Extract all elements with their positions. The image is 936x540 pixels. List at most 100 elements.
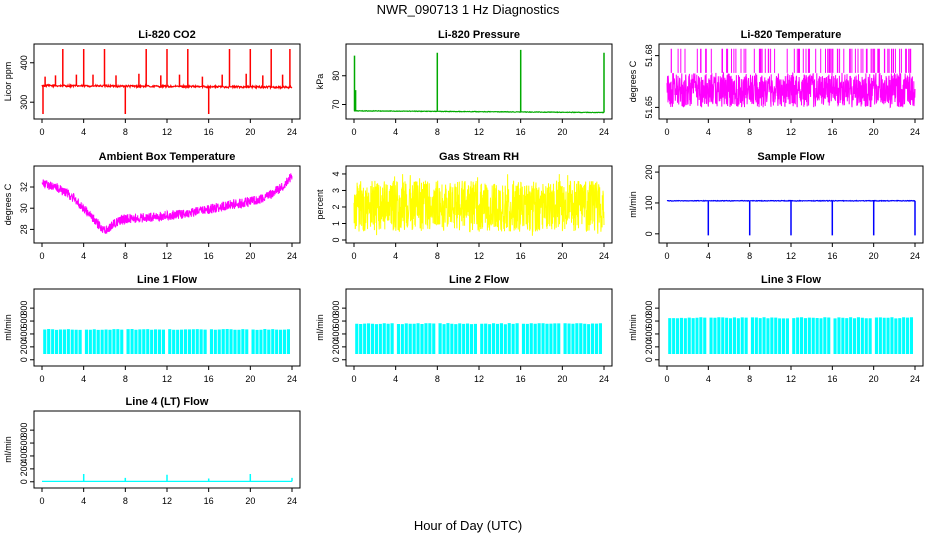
x-tick-label: 8 (747, 374, 752, 384)
panel-7: Line 1 Flow ml/min 0 4 8 12 16 20 24 0 20040060080… (3, 274, 301, 384)
y-tick-label: 200 (644, 165, 654, 180)
series (666, 48, 916, 109)
x-tick-label: 8 (435, 251, 440, 261)
x-tick-label: 20 (869, 374, 879, 384)
y-tick-label: 0 (331, 237, 341, 242)
plot-frame (345, 43, 613, 120)
y-tick-label: 200 (644, 339, 654, 354)
y-axis-label: kPa (315, 74, 325, 90)
x-tick-label: 8 (435, 374, 440, 384)
figure-xlabel: Hour of Day (UTC) (413, 518, 523, 533)
x-tick-label: 8 (747, 251, 752, 261)
y-tick-label: 0 (331, 357, 341, 362)
y-tick-label: 200 (331, 339, 341, 354)
x-tick-label: 20 (245, 496, 255, 506)
data-spikes (353, 49, 605, 113)
data-band (668, 317, 913, 354)
y-axis-label: ml/min (628, 191, 638, 218)
x-tick-label: 20 (245, 127, 255, 137)
x-tick-label: 12 (474, 127, 484, 137)
panel-title: Line 1 Flow (137, 274, 197, 286)
x-tick-label: 0 (664, 374, 669, 384)
panel-9: Line 3 Flow ml/min 0 4 8 12 16 20 24 0 20040060080… (628, 274, 924, 384)
data-spikes (707, 200, 916, 236)
y-tick-label: 51.65 (644, 96, 654, 119)
x-tick-label: 12 (786, 127, 796, 137)
y-tick-label: 400 (644, 326, 654, 341)
panel-4: Ambient Box Temperature degrees C 0 4 8 12 16 2… (3, 151, 301, 261)
panel-title: Li-820 CO2 (138, 29, 195, 41)
y-axis-label: ml/min (3, 314, 13, 341)
series (353, 174, 605, 236)
x-tick-label: 16 (204, 496, 214, 506)
panel-2: Li-820 Pressure kPa 0 4 8 12 16 20 24 70 80 (315, 29, 613, 137)
x-tick-label: 24 (910, 374, 920, 384)
y-tick-label: 300 (19, 95, 29, 110)
y-tick-label: 70 (331, 99, 341, 109)
panel-6: Sample Flow ml/min 0 4 8 12 16 20 24 0 100 200 (628, 151, 924, 261)
panel-title: Ambient Box Temperature (99, 151, 236, 163)
y-tick-label: 800 (331, 301, 341, 316)
x-tick-label: 4 (706, 127, 711, 137)
x-tick-label: 12 (474, 374, 484, 384)
x-tick-label: 24 (287, 127, 297, 137)
x-tick-label: 0 (351, 251, 356, 261)
y-tick-label: 1 (331, 221, 341, 226)
x-tick-label: 12 (786, 251, 796, 261)
series (353, 49, 605, 114)
x-tick-label: 4 (81, 127, 86, 137)
x-tick-label: 16 (827, 374, 837, 384)
x-tick-label: 20 (557, 251, 567, 261)
data-line (353, 174, 605, 236)
y-tick-label: 0 (644, 357, 654, 362)
panel-8: Line 2 Flow ml/min 0 4 8 12 16 20 24 0 20040060080… (315, 274, 613, 384)
x-tick-label: 4 (393, 374, 398, 384)
x-tick-label: 4 (81, 251, 86, 261)
x-tick-label: 20 (245, 251, 255, 261)
x-tick-label: 16 (516, 251, 526, 261)
x-tick-label: 16 (204, 127, 214, 137)
x-tick-label: 0 (39, 496, 44, 506)
data-spikes (670, 48, 912, 73)
series (668, 317, 913, 354)
x-tick-label: 0 (39, 127, 44, 137)
y-axis-label: ml/min (628, 314, 638, 341)
y-tick-label: 600 (19, 314, 29, 329)
x-tick-label: 12 (786, 374, 796, 384)
x-tick-label: 16 (827, 251, 837, 261)
x-tick-label: 24 (287, 374, 297, 384)
x-tick-label: 8 (123, 251, 128, 261)
y-tick-label: 400 (19, 448, 29, 463)
x-tick-label: 8 (747, 127, 752, 137)
y-tick-label: 4 (331, 171, 341, 176)
y-tick-label: 200 (19, 461, 29, 476)
series (43, 329, 291, 354)
panel-title: Li-820 Pressure (438, 29, 520, 41)
x-tick-label: 20 (245, 374, 255, 384)
x-tick-label: 12 (474, 251, 484, 261)
x-tick-label: 4 (81, 374, 86, 384)
x-tick-label: 20 (557, 374, 567, 384)
figure-title: NWR_090713 1 Hz Diagnostics (376, 2, 560, 17)
data-line (41, 173, 293, 234)
y-tick-label: 800 (644, 301, 654, 316)
data-line (353, 109, 605, 114)
y-axis-label: ml/min (3, 436, 13, 463)
x-tick-label: 16 (516, 374, 526, 384)
x-tick-label: 16 (204, 374, 214, 384)
y-tick-label: 30 (19, 203, 29, 213)
y-tick-label: 80 (331, 71, 341, 81)
y-tick-label: 3 (331, 188, 341, 193)
x-tick-label: 20 (869, 251, 879, 261)
panel-3: Li-820 Temperature degrees C 0 4 8 12 16 20 24 51… (628, 29, 924, 137)
y-tick-label: 400 (331, 326, 341, 341)
y-tick-label: 28 (19, 224, 29, 234)
y-tick-label: 0 (19, 357, 29, 362)
x-tick-label: 4 (393, 251, 398, 261)
x-tick-label: 12 (162, 127, 172, 137)
x-tick-label: 4 (706, 251, 711, 261)
panel-1: Li-820 CO2 Licor ppm 0 4 8 12 16 20 24 300 400 (3, 29, 301, 137)
x-tick-label: 16 (827, 127, 837, 137)
panel-title: Gas Stream RH (439, 151, 519, 163)
